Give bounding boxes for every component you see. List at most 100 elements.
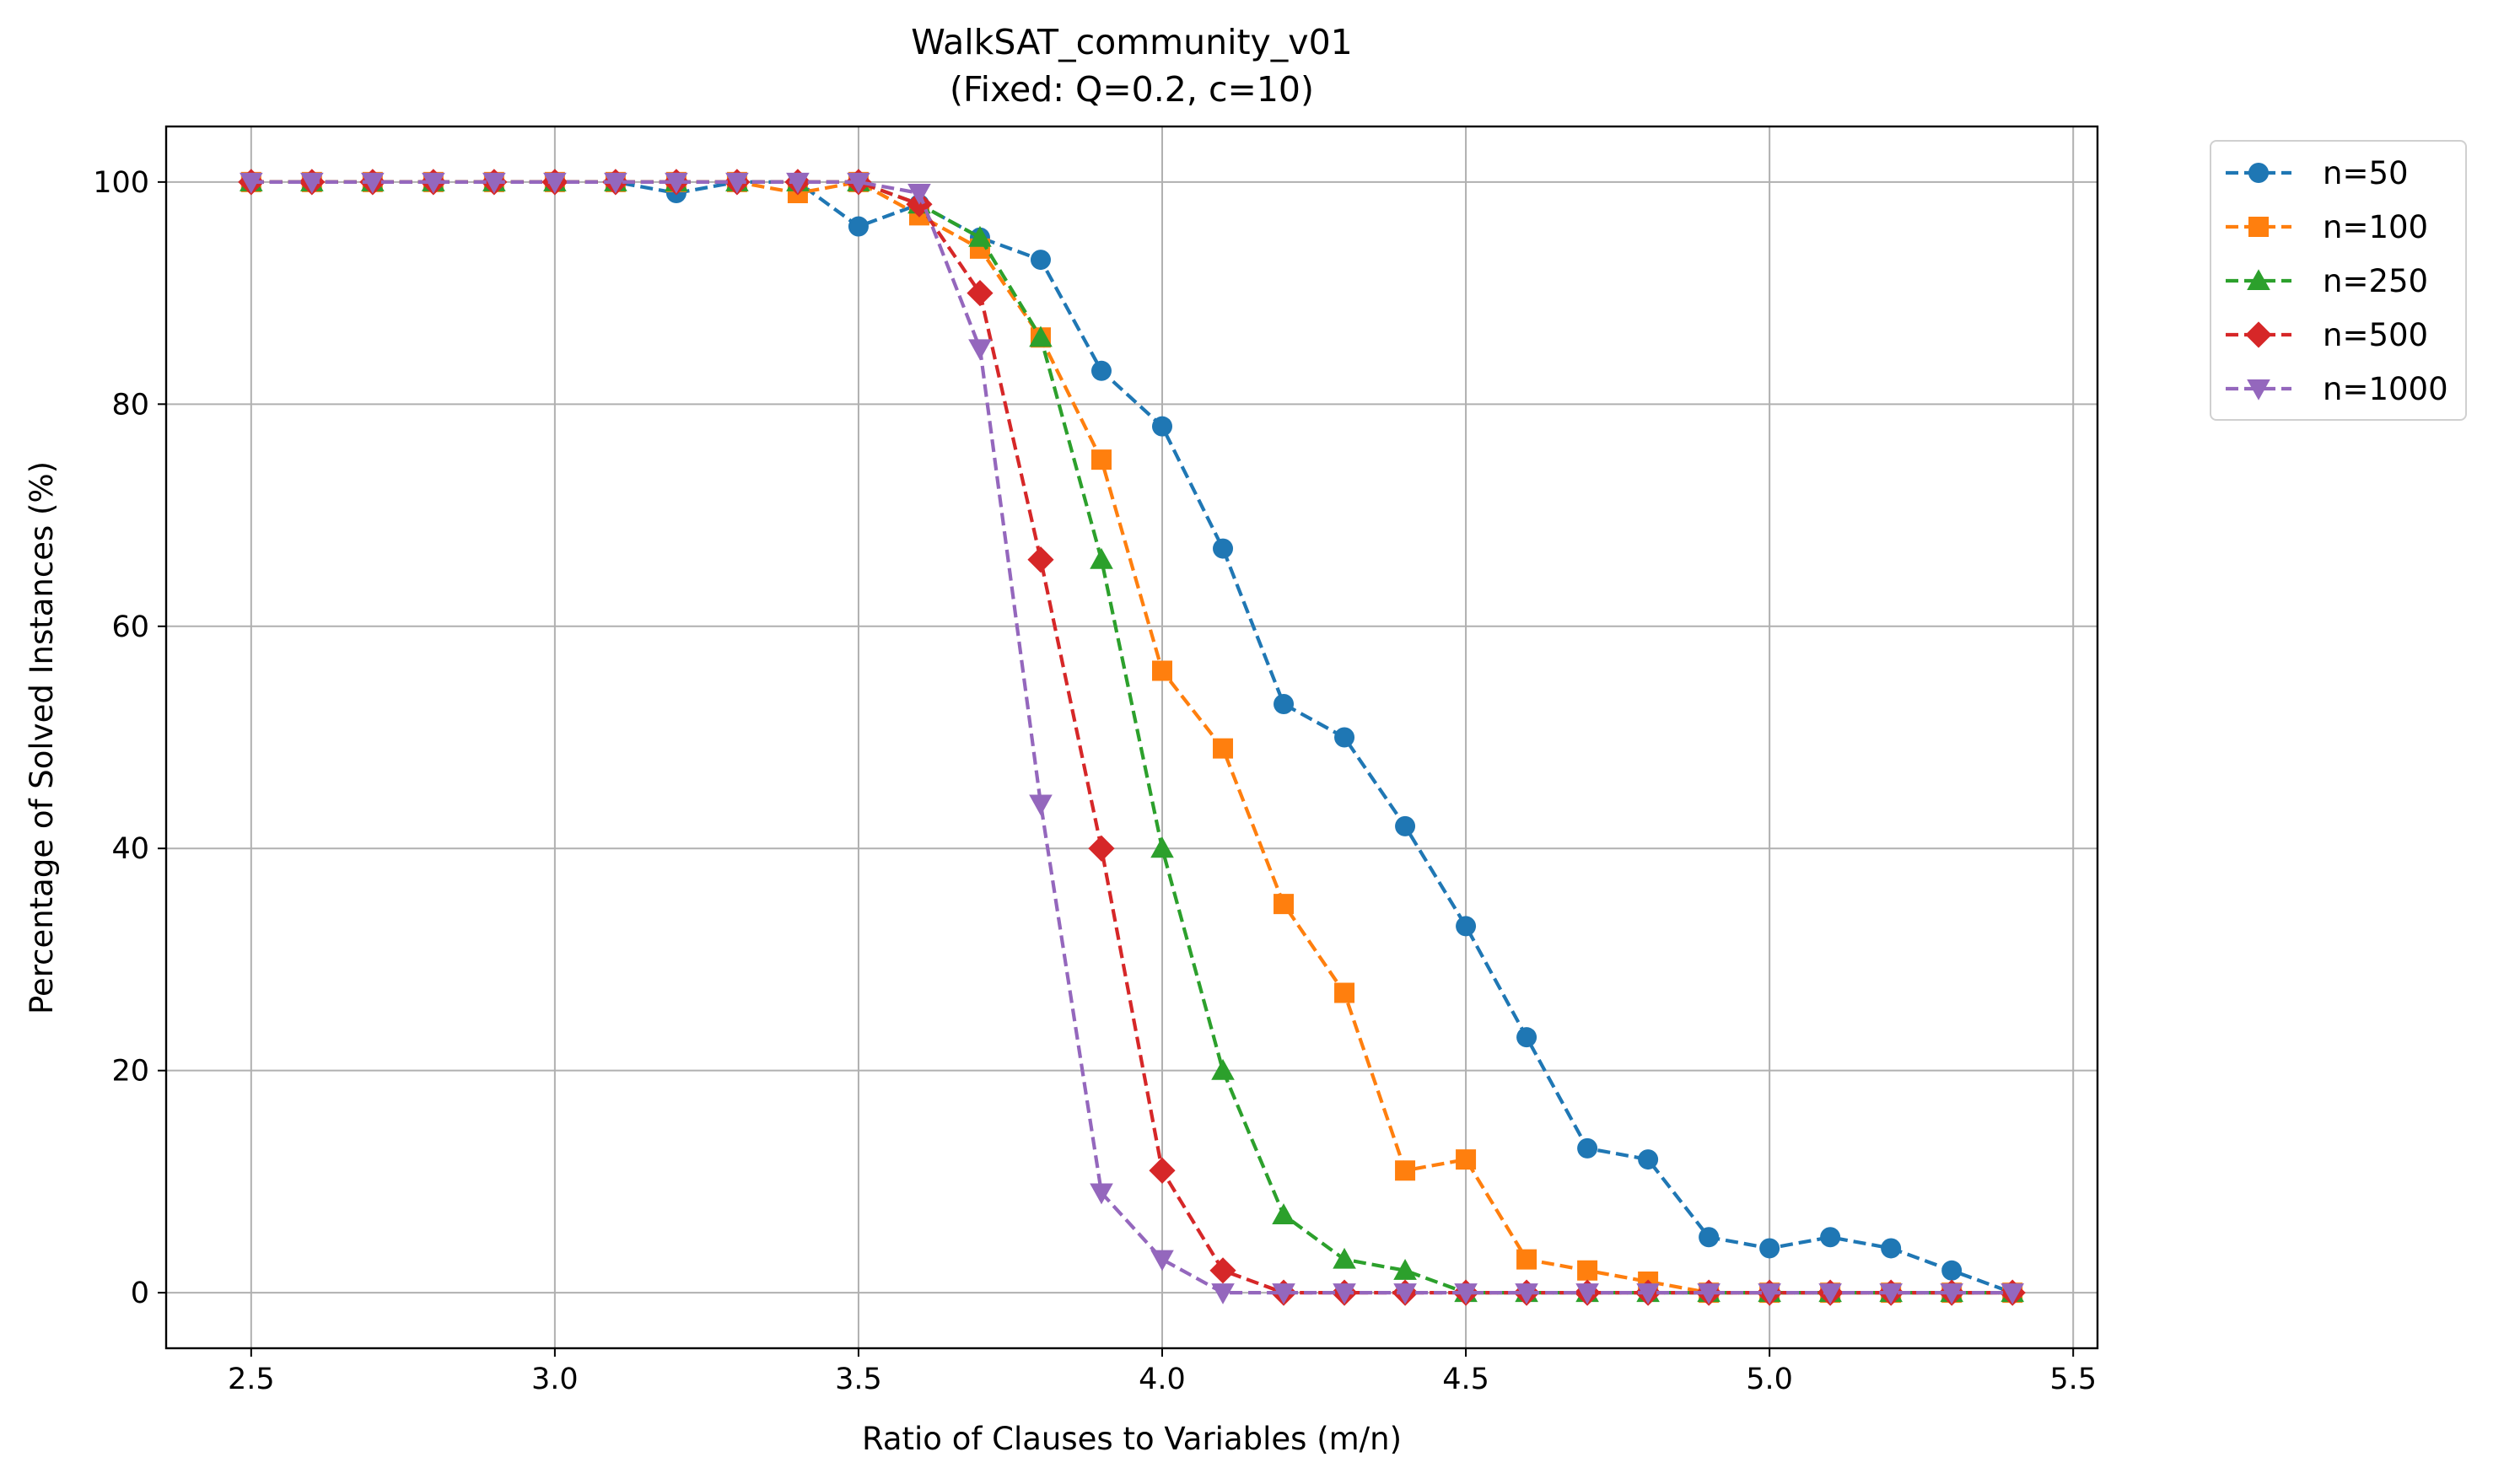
data-point <box>1090 449 1112 470</box>
data-point <box>968 225 992 247</box>
data-point <box>1149 1157 1176 1184</box>
data-point <box>1152 660 1173 681</box>
grid <box>166 126 2097 1348</box>
data-point <box>1213 738 1234 759</box>
data-point <box>300 172 324 194</box>
data-point <box>1393 1283 1417 1304</box>
data-point <box>968 339 992 361</box>
data-point <box>1150 1250 1174 1272</box>
data-point <box>1879 1283 1903 1304</box>
data-point <box>1820 1227 1841 1248</box>
data-point <box>967 279 994 307</box>
data-point <box>1940 1283 1963 1304</box>
legend-marker <box>2247 269 2270 291</box>
data-point <box>786 172 810 194</box>
x-axis-label: Ratio of Clauses to Variables (m/n) <box>862 1421 1402 1457</box>
x-tick-label: 4.5 <box>1442 1363 1489 1396</box>
data-point <box>907 183 931 205</box>
data-point <box>1272 1203 1295 1224</box>
data-point <box>665 172 688 194</box>
data-point <box>1638 1149 1659 1170</box>
data-point <box>1516 1249 1537 1270</box>
series-line <box>250 180 2013 1295</box>
data-point <box>1029 794 1053 816</box>
legend-label: n=1000 <box>2323 371 2448 407</box>
chart-subtitle: (Fixed: Q=0.2, c=10) <box>950 69 1314 110</box>
legend-label: n=50 <box>2323 155 2409 191</box>
data-point <box>361 172 385 194</box>
data-point <box>1577 1137 1598 1159</box>
data-point <box>1516 1027 1537 1048</box>
legend-marker <box>2248 217 2269 237</box>
data-point <box>1454 1283 1478 1304</box>
legend-box <box>2210 140 2467 421</box>
y-tick-label: 60 <box>111 610 149 644</box>
axes: 2.5 3.0 3.5 4.0 4.5 5.0 5.5 0 20 40 60 80 100 <box>93 166 2097 1396</box>
y-tick-label: 40 <box>111 832 149 866</box>
y-tick-label: 80 <box>111 388 149 422</box>
data-point <box>1393 1258 1417 1280</box>
x-tick-label: 2.5 <box>228 1363 275 1396</box>
data-point <box>1395 1160 1416 1181</box>
data-point <box>1577 1260 1598 1281</box>
data-point <box>1029 325 1053 347</box>
data-point <box>1274 894 1295 915</box>
data-point <box>1090 1183 1113 1205</box>
legend-marker <box>2247 379 2270 401</box>
x-tick-label: 3.0 <box>531 1363 579 1396</box>
legend-label: n=250 <box>2323 263 2428 299</box>
data-point <box>422 172 445 194</box>
data-point <box>848 216 869 237</box>
data-point <box>1272 1283 1295 1304</box>
data-point <box>482 172 506 194</box>
x-tick-label: 4.0 <box>1139 1363 1186 1396</box>
data-point <box>1150 836 1174 858</box>
y-tick-label: 100 <box>93 166 149 200</box>
data-point <box>1333 1283 1356 1304</box>
chart-title: WalkSAT_community_v01 <box>911 22 1353 62</box>
data-point <box>1818 1283 1842 1304</box>
data-point <box>1395 815 1416 836</box>
legend-label: n=100 <box>2323 209 2428 245</box>
legend: n=50 n=100 n=250 n=500 n=1000 <box>2210 140 2467 421</box>
y-tick-label: 0 <box>131 1277 149 1310</box>
data-point <box>1211 1283 1235 1304</box>
x-tick-label: 3.5 <box>835 1363 882 1396</box>
data-point <box>1274 693 1295 714</box>
series-line <box>250 180 2013 1295</box>
data-point <box>1334 727 1355 748</box>
data-point <box>1027 546 1054 573</box>
legend-label: n=500 <box>2323 317 2428 353</box>
data-point <box>1090 360 1112 381</box>
x-tick-label: 5.0 <box>1746 1363 1793 1396</box>
data-point <box>1759 1238 1780 1259</box>
data-point <box>1515 1283 1538 1304</box>
data-point <box>1213 538 1234 559</box>
data-point <box>1030 250 1051 271</box>
data-point <box>1881 1238 1902 1259</box>
data-point <box>1456 916 1477 937</box>
legend-marker <box>2248 163 2269 183</box>
data-point <box>604 172 627 194</box>
data-point <box>1334 982 1355 1003</box>
series-line <box>250 180 2013 1295</box>
data-point <box>1152 416 1173 437</box>
data-point <box>240 172 263 194</box>
data-point <box>847 172 870 194</box>
data-point <box>1758 1283 1781 1304</box>
legend-marker <box>2245 321 2272 348</box>
data-point <box>1697 1283 1720 1304</box>
data-point <box>1088 835 1115 862</box>
data-point <box>1209 1257 1236 1284</box>
data-point <box>1090 547 1113 569</box>
plot-frame <box>164 125 2099 1350</box>
data-point <box>2001 1283 2024 1304</box>
x-tick-label: 5.5 <box>2049 1363 2097 1396</box>
series-line <box>250 180 2013 1295</box>
data-point <box>1575 1283 1599 1304</box>
data-point <box>1333 1247 1356 1269</box>
data-point <box>1456 1149 1477 1170</box>
data-point <box>1211 1058 1235 1080</box>
